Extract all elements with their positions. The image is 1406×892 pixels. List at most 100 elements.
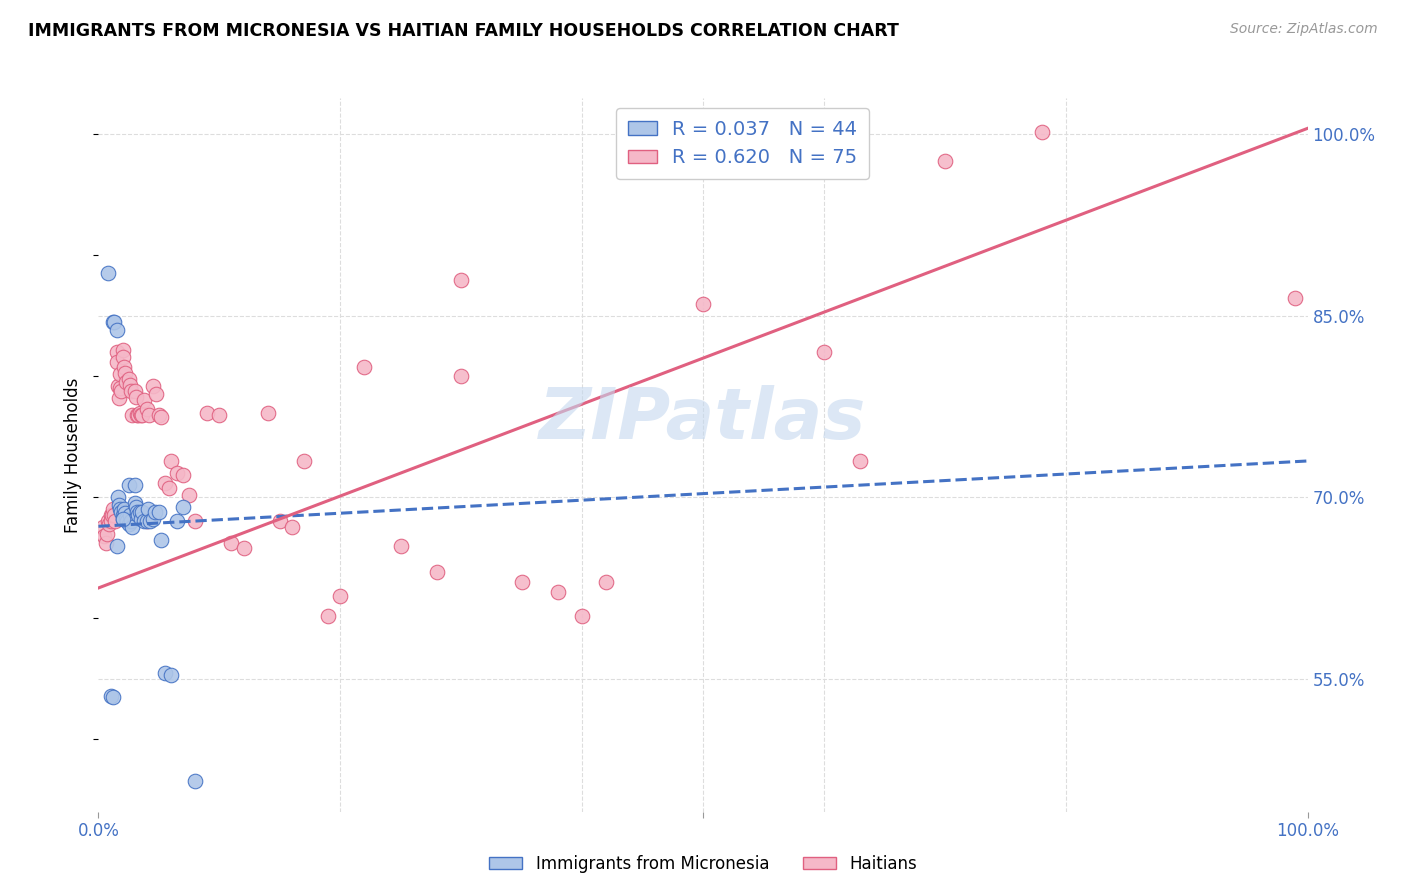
Point [124, 478, 146, 492]
Point [142, 512, 165, 526]
Point [100, 515, 122, 529]
Point [125, 500, 148, 514]
Point [111, 343, 134, 357]
Point [134, 515, 156, 529]
Point [107, 379, 129, 393]
Point [94, 536, 117, 550]
Point [221, 536, 243, 550]
Point [115, 376, 138, 390]
Point [105, 355, 128, 369]
Point [115, 512, 138, 526]
Point [134, 393, 156, 408]
Point [101, 502, 124, 516]
Point [105, 345, 128, 359]
Point [426, 566, 449, 580]
Point [118, 377, 141, 392]
Point [184, 515, 207, 529]
Point [128, 406, 150, 420]
Point [114, 506, 136, 520]
Y-axis label: Family Households: Family Households [65, 377, 83, 533]
Point [101, 315, 124, 329]
Point [111, 508, 134, 523]
Point [157, 481, 180, 495]
Point [547, 584, 569, 599]
Point [127, 508, 149, 523]
Point [117, 515, 139, 529]
Point [139, 515, 162, 529]
Point [112, 502, 135, 516]
Point [103, 315, 125, 329]
Point [148, 505, 170, 519]
Text: Source: ZipAtlas.com: Source: ZipAtlas.com [1230, 22, 1378, 37]
Point [135, 401, 157, 416]
Point [127, 408, 149, 422]
Point [104, 515, 127, 529]
Point [1284, 291, 1306, 305]
Point [353, 359, 375, 374]
Point [150, 410, 173, 425]
Point [127, 408, 149, 422]
Point [135, 515, 157, 529]
Point [232, 541, 254, 555]
Point [101, 690, 124, 704]
Point [131, 408, 153, 422]
Point [100, 508, 122, 523]
Point [125, 390, 148, 404]
Point [813, 345, 835, 359]
Point [121, 520, 143, 534]
Point [450, 369, 472, 384]
Point [450, 272, 472, 286]
Point [184, 774, 207, 789]
Point [195, 406, 218, 420]
Point [108, 502, 131, 516]
Point [100, 508, 122, 523]
Point [111, 512, 134, 526]
Legend: R = 0.037   N = 44, R = 0.620   N = 75: R = 0.037 N = 44, R = 0.620 N = 75 [616, 108, 869, 179]
Text: ZIPatlas: ZIPatlas [540, 384, 866, 454]
Point [153, 475, 176, 490]
Point [111, 350, 134, 364]
Point [292, 454, 315, 468]
Point [135, 515, 157, 529]
Point [281, 520, 304, 534]
Point [107, 490, 129, 504]
Point [269, 515, 291, 529]
Point [111, 512, 134, 526]
Point [142, 379, 165, 393]
Point [97, 267, 120, 281]
Point [136, 502, 159, 516]
Point [118, 516, 141, 531]
Point [571, 608, 593, 623]
Point [160, 454, 183, 468]
Point [934, 154, 956, 169]
Point [124, 384, 146, 398]
Point [316, 608, 339, 623]
Point [91, 520, 114, 534]
Point [127, 505, 149, 519]
Point [692, 297, 714, 311]
Point [114, 366, 136, 380]
Point [120, 515, 142, 529]
Point [129, 408, 152, 422]
Point [595, 574, 617, 589]
Point [118, 478, 141, 492]
Point [138, 408, 160, 422]
Point [108, 498, 131, 512]
Point [118, 372, 141, 386]
Point [120, 384, 142, 398]
Point [96, 526, 118, 541]
Point [97, 515, 120, 529]
Point [329, 590, 352, 604]
Point [129, 512, 152, 526]
Point [121, 408, 143, 422]
Point [166, 466, 188, 480]
Point [389, 539, 412, 553]
Point [153, 665, 176, 680]
Point [131, 505, 153, 519]
Point [108, 367, 131, 381]
Point [1031, 125, 1053, 139]
Point [160, 668, 183, 682]
Point [110, 384, 132, 398]
Point [108, 391, 131, 405]
Point [108, 381, 131, 395]
